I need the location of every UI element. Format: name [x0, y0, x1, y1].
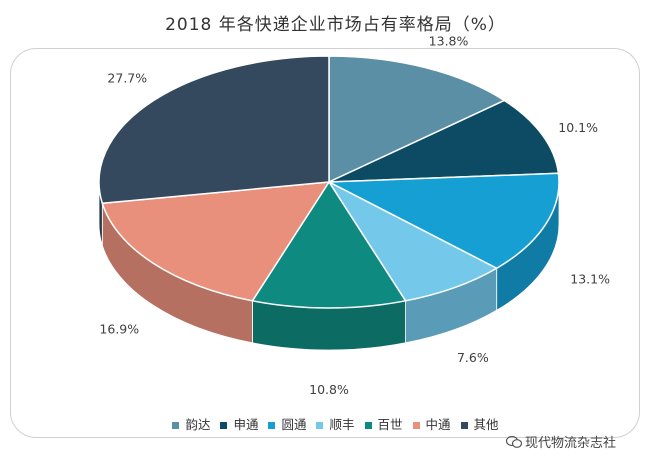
legend-swatch [172, 422, 180, 429]
legend-item-申通: 申通 [220, 414, 258, 433]
watermark-text: 现代物流杂志社 [525, 436, 617, 451]
legend-item-顺丰: 顺丰 [316, 414, 355, 433]
pie-slice-百世 [251, 180, 407, 309]
legend-label: 顺丰 [329, 417, 355, 432]
legend-label: 中通 [425, 417, 451, 432]
pie-slice-中通 [101, 181, 331, 302]
pie-slice-韵达 [328, 55, 506, 184]
pie-slice-其他 [98, 55, 330, 205]
pie-slice-圆通 [326, 172, 560, 270]
chart-legend: 韵达 申通 圆通 顺丰 百世 中通 其他 [0, 414, 671, 433]
data-label-百世: 10.8% [309, 382, 349, 397]
chart-frame [10, 48, 640, 438]
watermark: 现代物流杂志社 [506, 432, 616, 451]
legend-item-百世: 百世 [364, 414, 403, 433]
pie-slice-顺丰 [326, 180, 499, 302]
legend-label: 韵达 [185, 417, 211, 432]
data-label-顺丰: 7.6% [457, 350, 489, 365]
legend-swatch [220, 422, 228, 429]
legend-swatch [460, 422, 468, 429]
data-label-圆通: 13.1% [570, 272, 610, 287]
legend-item-其他: 其他 [460, 414, 499, 433]
data-label-韵达: 13.8% [429, 34, 469, 49]
legend-label: 百世 [377, 417, 403, 432]
legend-label: 申通 [233, 417, 259, 432]
wechat-icon [506, 436, 522, 448]
chart-title: 2018 年各快递企业市场占有率格局（%） [165, 15, 506, 35]
data-label-其他: 27.7% [107, 71, 147, 86]
legend-swatch [364, 422, 372, 429]
legend-swatch [316, 422, 324, 429]
legend-swatch [268, 422, 276, 429]
data-label-中通: 16.9% [99, 321, 139, 336]
pie-slice-申通 [328, 99, 560, 183]
data-label-申通: 10.1% [558, 120, 598, 135]
legend-item-中通: 中通 [412, 414, 451, 433]
legend-swatch [412, 422, 420, 429]
legend-item-韵达: 韵达 [172, 414, 210, 433]
legend-label: 其他 [473, 417, 499, 432]
legend-label: 圆通 [281, 417, 307, 432]
legend-item-圆通: 圆通 [268, 414, 306, 433]
